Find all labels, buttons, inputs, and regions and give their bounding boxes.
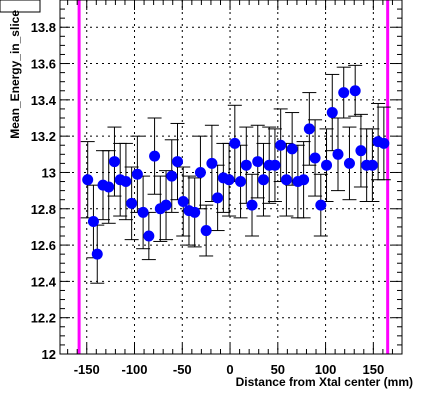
data-point: [252, 156, 264, 168]
data-point: [103, 181, 115, 193]
data-point: [194, 166, 206, 178]
data-point: [378, 137, 390, 149]
data-point: [338, 87, 350, 99]
data-point: [303, 123, 315, 135]
data-point: [82, 174, 94, 186]
data-point: [206, 157, 218, 169]
data-point: [172, 156, 184, 168]
data-point: [166, 170, 178, 182]
data-point: [366, 159, 378, 171]
data-point: [120, 176, 132, 188]
data-point: [91, 248, 103, 260]
y-tick-label: 13.6: [31, 57, 56, 72]
y-tick-label: 13.2: [31, 129, 56, 144]
data-points: [82, 85, 390, 260]
data-point: [137, 206, 149, 218]
data-point: [275, 139, 287, 151]
y-tick-label: 12.4: [31, 274, 57, 289]
data-point: [235, 176, 247, 188]
data-point: [160, 199, 172, 211]
data-point: [280, 174, 292, 186]
data-point: [177, 196, 189, 208]
data-point: [87, 215, 99, 227]
x-tick-label: 100: [315, 362, 337, 377]
y-tick-label: 12.2: [31, 311, 56, 326]
data-point: [143, 230, 155, 242]
x-axis-label: Distance from Xtal center (mm): [236, 375, 413, 389]
data-point: [269, 159, 281, 171]
y-tick-label: 12: [42, 347, 56, 362]
data-point: [246, 199, 258, 211]
frame-top-left-box: [0, 0, 41, 13]
y-axis-ticks: 12 12.2 12.4 12.6 12.8 13 13.2 13.4 13.6 13.8: [31, 8, 402, 362]
y-tick-label: 12.6: [31, 238, 56, 253]
data-point: [315, 199, 327, 211]
data-point: [223, 174, 235, 186]
data-point: [309, 152, 321, 164]
data-point: [131, 168, 143, 180]
x-tick-label: -50: [173, 362, 192, 377]
data-point: [257, 174, 269, 186]
data-point: [321, 159, 333, 171]
data-point: [149, 150, 161, 162]
data-point: [212, 192, 224, 204]
data-point: [298, 174, 310, 186]
data-point: [286, 143, 298, 155]
data-point: [126, 197, 138, 209]
grid: [60, 0, 402, 354]
data-point: [326, 107, 338, 119]
x-tick-label: 0: [226, 362, 233, 377]
x-tick-label: 50: [271, 362, 285, 377]
data-point: [332, 148, 344, 160]
data-point: [355, 145, 367, 157]
x-tick-label: 150: [362, 362, 384, 377]
data-point: [240, 159, 252, 171]
vertical-marker-lines: [77, 0, 390, 354]
y-tick-label: 13: [42, 165, 56, 180]
y-tick-label: 13.4: [31, 93, 57, 108]
x-tick-label: -100: [121, 362, 147, 377]
y-tick-label: 12.8: [31, 202, 56, 217]
x-tick-label: -150: [74, 362, 100, 377]
data-point: [108, 156, 120, 168]
data-point: [343, 157, 355, 169]
data-point: [229, 137, 241, 149]
plot-frame: [59, 0, 403, 355]
x-axis-ticks: -150 -100 -50 0 50 100 150: [67, 0, 393, 377]
data-point: [200, 225, 212, 237]
data-point: [349, 85, 361, 97]
data-point: [189, 206, 201, 218]
y-tick-label: 13.8: [31, 20, 56, 35]
y-axis-label: Mean_Energy_in_slice: [8, 10, 22, 139]
